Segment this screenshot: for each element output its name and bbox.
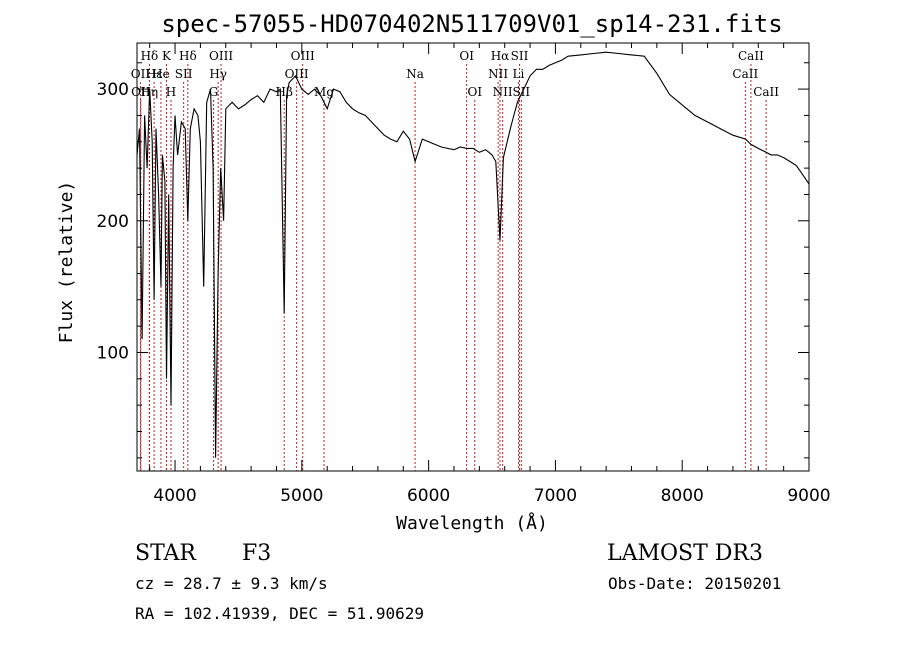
spectrum-series-line bbox=[136, 51, 810, 458]
survey-name: LAMOST DR3 bbox=[607, 541, 763, 566]
line-marker-label-13: Hβ bbox=[276, 85, 293, 99]
x-tick-label-4: 8000 bbox=[661, 486, 704, 506]
line-marker-label-5: K bbox=[162, 49, 172, 63]
line-marker-label-10: OIII bbox=[209, 49, 233, 63]
line-marker-label-3: Hε bbox=[146, 67, 163, 81]
line-marker-label-22: NII bbox=[493, 85, 513, 99]
line-marker-label-6: He bbox=[152, 67, 170, 81]
line-marker-label-11: Hγ bbox=[209, 67, 227, 81]
subclass: F3 bbox=[242, 541, 271, 566]
line-marker-label-21: NII bbox=[488, 67, 508, 81]
line-marker-label-2: OII bbox=[131, 85, 151, 99]
line-marker-label-8: SII bbox=[175, 67, 193, 81]
x-tick-label-0: 4000 bbox=[153, 486, 196, 506]
x-tick-label-1: 5000 bbox=[280, 486, 323, 506]
line-marker-label-16: Mg bbox=[314, 85, 334, 99]
chart-title: spec-57055-HD070402N511709V01_sp14-231.f… bbox=[161, 10, 782, 38]
y-tick-label-1: 200 bbox=[97, 212, 129, 232]
line-marker-label-18: OI bbox=[459, 49, 474, 63]
observation-date: Obs-Date: 20150201 bbox=[608, 574, 781, 593]
line-marker-label-9: Hδ bbox=[179, 49, 197, 63]
line-marker-label-14: OIII bbox=[291, 49, 315, 63]
line-marker-label-7: H bbox=[166, 85, 176, 99]
line-marker-label-12: G bbox=[209, 85, 219, 99]
line-marker-label-28: CaII bbox=[753, 85, 779, 99]
y-axis-label: Flux (relative) bbox=[56, 181, 77, 344]
line-marker-label-0: Hδ bbox=[141, 49, 159, 63]
line-marker-label-19: OI bbox=[467, 85, 482, 99]
plot-frame bbox=[136, 42, 810, 472]
line-marker-label-23: SII bbox=[511, 49, 529, 63]
x-tick-label-5: 9000 bbox=[787, 486, 830, 506]
line-marker-label-27: CaII bbox=[732, 67, 758, 81]
line-marker-label-15: OIII bbox=[285, 67, 309, 81]
line-marker-label-17: Na bbox=[406, 67, 424, 81]
redshift-velocity: cz = 28.7 ± 9.3 km/s bbox=[135, 574, 328, 593]
line-marker-label-26: CaII bbox=[738, 49, 764, 63]
plot-area bbox=[136, 51, 810, 458]
x-tick-label-3: 7000 bbox=[534, 486, 577, 506]
y-tick-label-2: 300 bbox=[97, 80, 129, 100]
axes: 4000 5000 6000 7000 8000 9000 100 200 300 bbox=[97, 42, 831, 506]
line-marker-label-25: SII bbox=[512, 85, 530, 99]
object-class: STAR bbox=[135, 541, 197, 566]
y-tick-label-0: 100 bbox=[97, 343, 129, 363]
coordinates: RA = 102.41939, DEC = 51.90629 bbox=[135, 604, 424, 623]
line-marker-label-24: Li bbox=[512, 67, 524, 81]
x-tick-label-2: 6000 bbox=[407, 486, 450, 506]
x-axis-label: Wavelength (Å) bbox=[396, 512, 548, 534]
line-marker-label-20: Hα bbox=[491, 49, 510, 63]
line-marker-label-1: OII bbox=[131, 67, 151, 81]
